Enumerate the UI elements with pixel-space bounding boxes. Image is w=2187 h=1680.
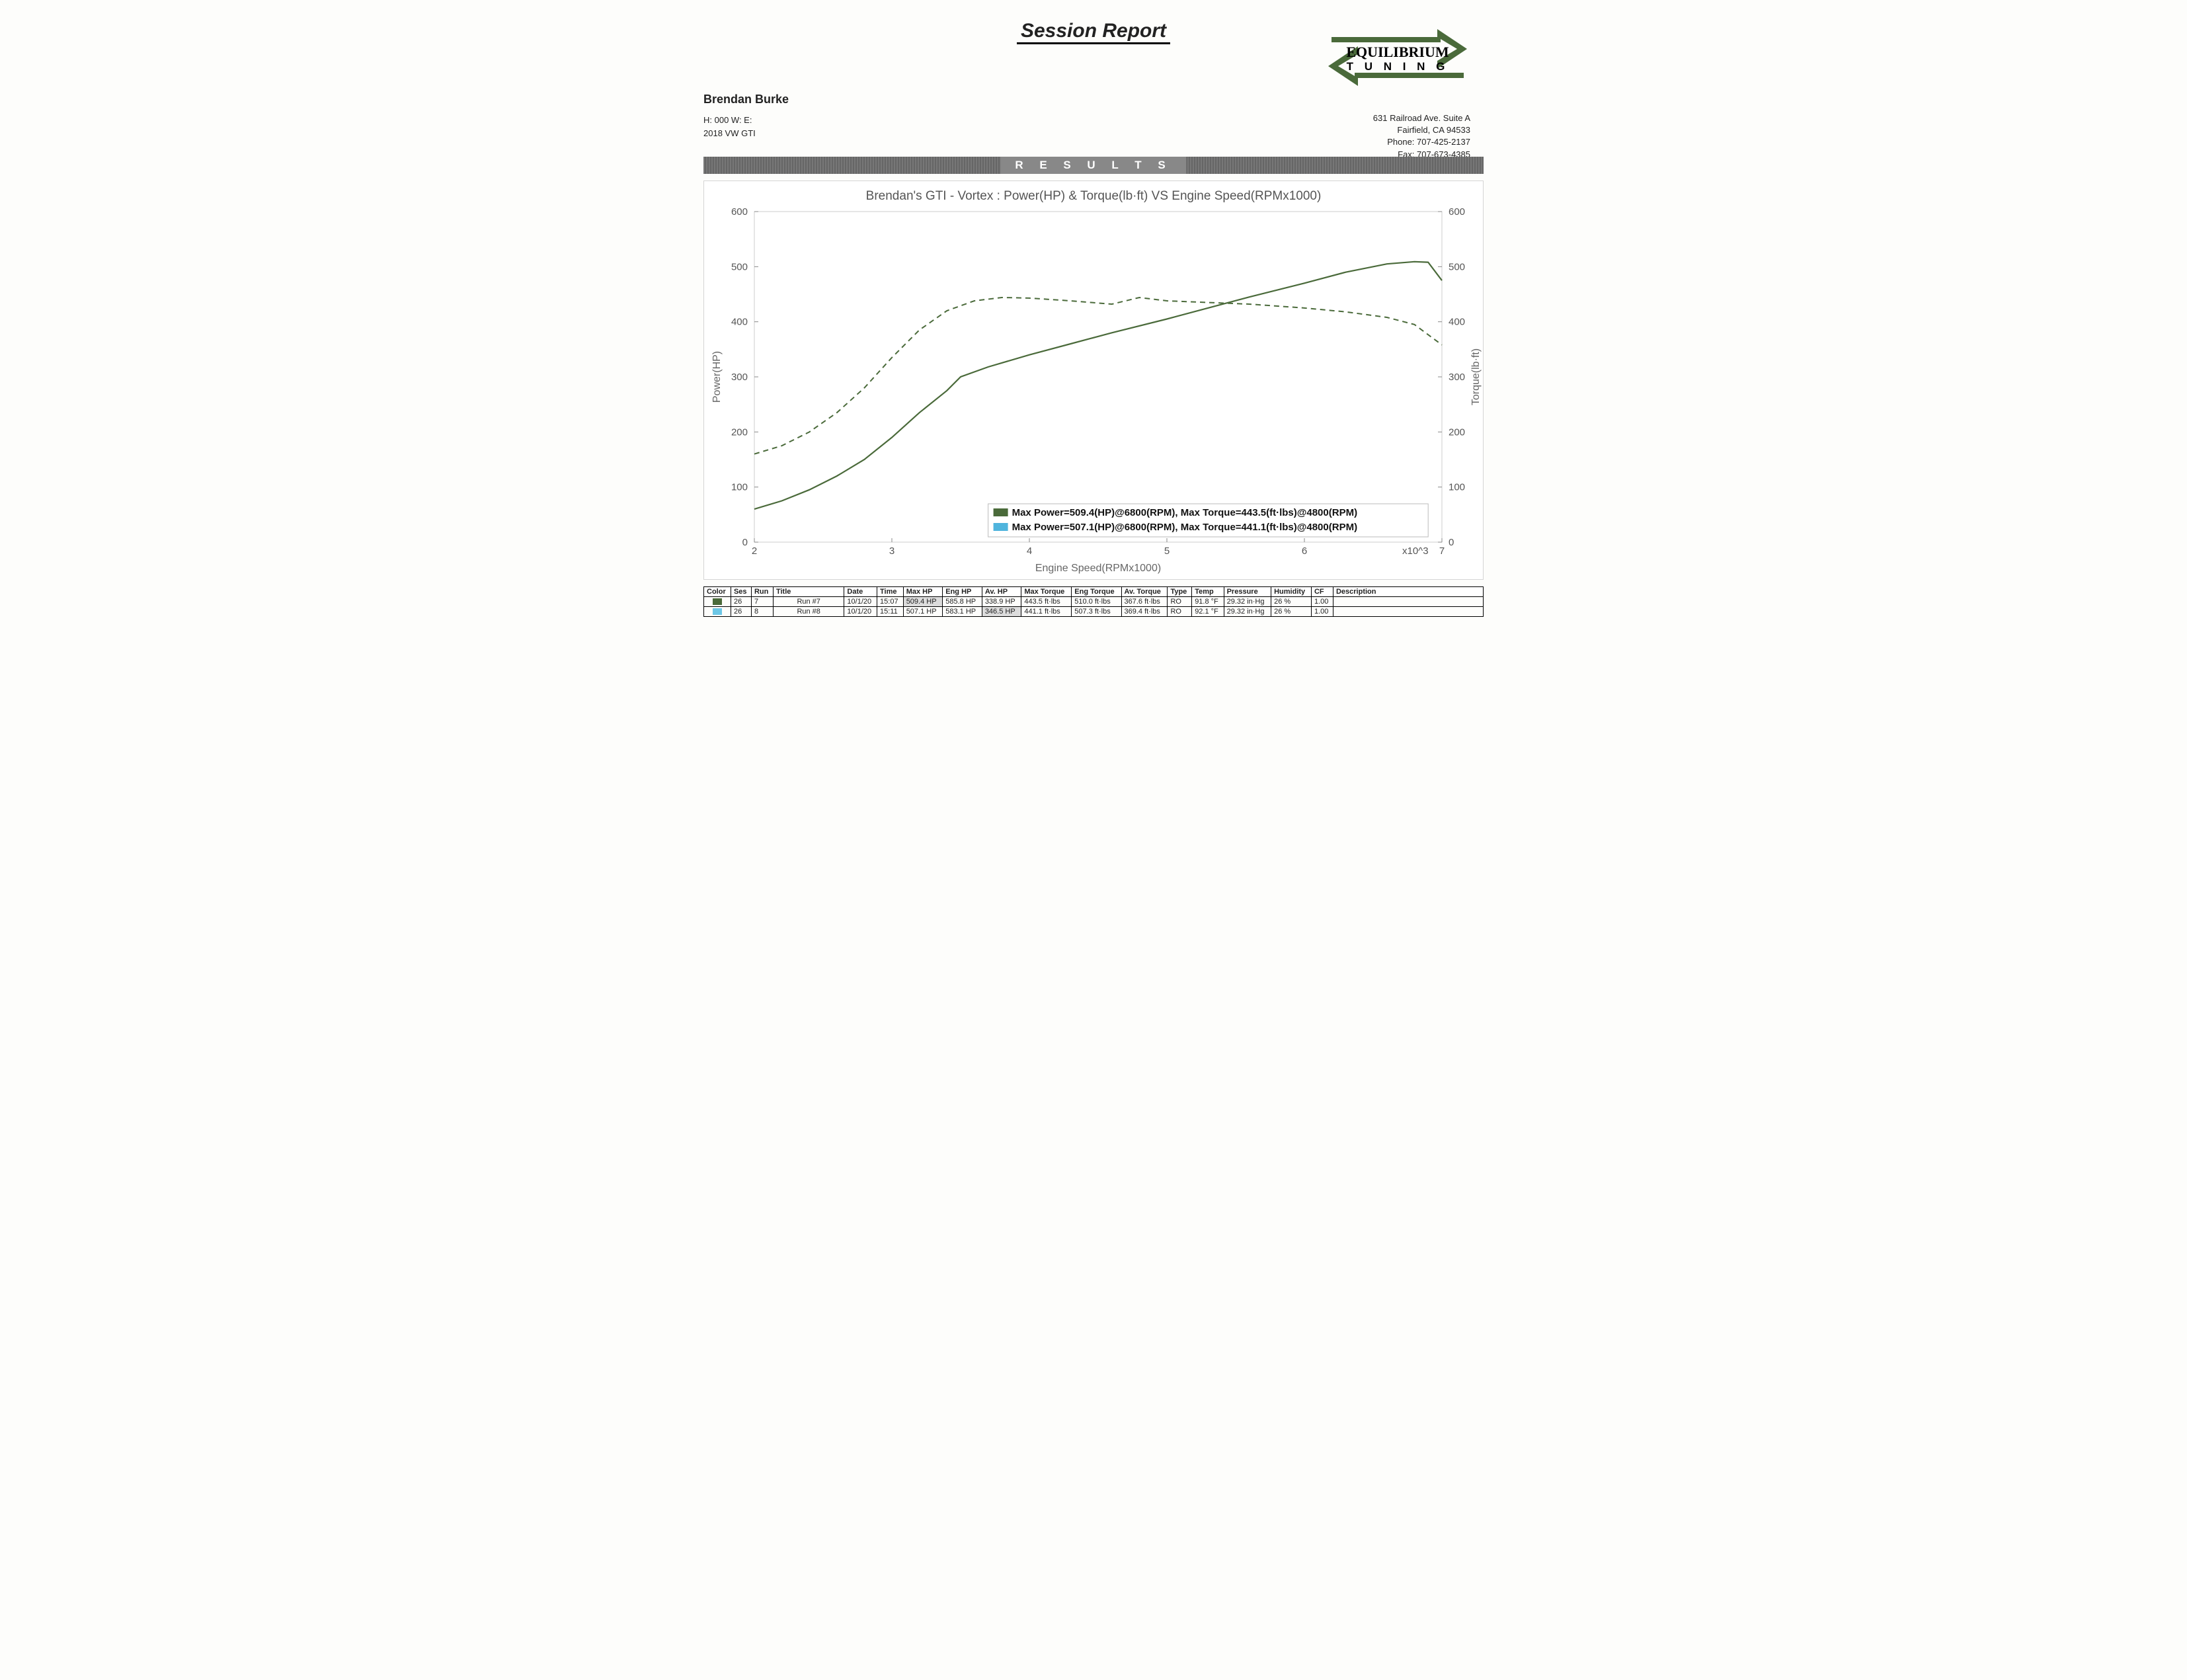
customer-block: Brendan Burke H: 000 W: E: 2018 VW GTI [703, 91, 1484, 140]
color-swatch [713, 608, 722, 615]
dyno-chart: 0 0 100 100 200 200 300 300 400 400 500 500 600 600 2 3… [708, 205, 1488, 575]
table-col-ses: Ses [731, 587, 751, 597]
table-col-type: Type [1168, 587, 1192, 597]
svg-text:0: 0 [1449, 537, 1454, 548]
table-col-max-torque: Max Torque [1021, 587, 1072, 597]
logo-text-1: EQUILIBRIUM [1346, 44, 1449, 60]
legend-text: Max Power=509.4(HP)@6800(RPM), Max Torqu… [1012, 507, 1357, 518]
table-header-row: ColorSesRunTitleDateTimeMax HPEng HPAv. … [704, 587, 1484, 597]
svg-text:x10^3: x10^3 [1402, 545, 1429, 557]
company-addr2: Fairfield, CA 94533 [1373, 124, 1470, 136]
svg-text:6: 6 [1302, 545, 1307, 557]
table-col-pressure: Pressure [1224, 587, 1271, 597]
svg-text:600: 600 [731, 206, 748, 218]
svg-text:Power(HP): Power(HP) [711, 351, 723, 403]
svg-text:400: 400 [1449, 317, 1465, 328]
chart-title: Brendan's GTI - Vortex : Power(HP) & Tor… [708, 189, 1479, 204]
table-col-eng-torque: Eng Torque [1072, 587, 1121, 597]
table-col-date: Date [844, 587, 877, 597]
svg-text:Engine Speed(RPMx1000): Engine Speed(RPMx1000) [1035, 563, 1161, 574]
customer-line1: H: 000 W: E: [703, 114, 1484, 127]
table-col-temp: Temp [1192, 587, 1224, 597]
svg-text:5: 5 [1164, 545, 1170, 557]
table-col-title: Title [773, 587, 844, 597]
chart-container: Brendan's GTI - Vortex : Power(HP) & Tor… [703, 180, 1484, 580]
table-col-humidity: Humidity [1271, 587, 1312, 597]
svg-text:100: 100 [731, 482, 748, 493]
results-bar: R E S U L T S [703, 157, 1484, 174]
svg-text:500: 500 [1449, 261, 1465, 272]
svg-text:200: 200 [1449, 426, 1465, 438]
color-swatch [713, 598, 722, 605]
table-col-run: Run [751, 587, 773, 597]
company-logo: EQUILIBRIUM T U N I N G [1325, 21, 1470, 94]
table-col-av-torque: Av. Torque [1121, 587, 1168, 597]
table-col-cf: CF [1311, 587, 1333, 597]
table-col-time: Time [877, 587, 904, 597]
svg-text:0: 0 [742, 537, 748, 548]
svg-text:100: 100 [1449, 482, 1465, 493]
table-col-description: Description [1333, 587, 1483, 597]
page-title: Session Report [1017, 20, 1170, 44]
table-row: 268Run #810/1/2015:11507.1 HP583.1 HP346… [704, 607, 1484, 617]
svg-text:3: 3 [889, 545, 895, 557]
results-label: R E S U L T S [1000, 157, 1186, 174]
legend-swatch [994, 523, 1008, 531]
svg-text:400: 400 [731, 317, 748, 328]
table-col-color: Color [704, 587, 731, 597]
legend-text: Max Power=507.1(HP)@6800(RPM), Max Torqu… [1012, 522, 1357, 533]
svg-text:2: 2 [752, 545, 757, 557]
company-phone: Phone: 707-425-2137 [1373, 136, 1470, 148]
svg-text:500: 500 [731, 261, 748, 272]
logo-arrows: EQUILIBRIUM T U N I N G [1325, 21, 1470, 94]
table-col-av-hp: Av. HP [982, 587, 1021, 597]
runs-table: ColorSesRunTitleDateTimeMax HPEng HPAv. … [703, 586, 1484, 617]
company-address: 631 Railroad Ave. Suite A Fairfield, CA … [1373, 112, 1470, 161]
svg-text:300: 300 [1449, 372, 1465, 383]
svg-text:300: 300 [731, 372, 748, 383]
svg-text:4: 4 [1027, 545, 1032, 557]
svg-text:200: 200 [731, 426, 748, 438]
table-col-max-hp: Max HP [903, 587, 943, 597]
svg-text:600: 600 [1449, 206, 1465, 218]
svg-text:7: 7 [1439, 545, 1445, 557]
svg-text:Torque(lb·ft): Torque(lb·ft) [1470, 348, 1482, 405]
company-addr1: 631 Railroad Ave. Suite A [1373, 112, 1470, 124]
logo-text-2: T U N I N G [1347, 60, 1449, 73]
table-row: 267Run #710/1/2015:07509.4 HP585.8 HP338… [704, 597, 1484, 607]
customer-line2: 2018 VW GTI [703, 127, 1484, 140]
legend-swatch [994, 508, 1008, 516]
table-col-eng-hp: Eng HP [943, 587, 982, 597]
